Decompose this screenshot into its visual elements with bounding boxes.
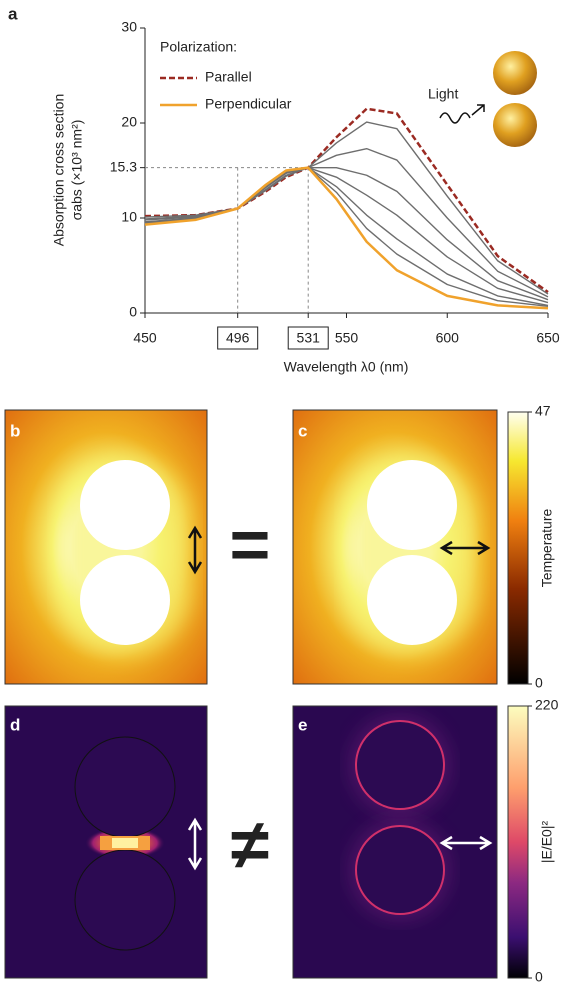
y-tick-label: 15.3 [110,158,137,174]
heatmap-e [292,705,498,979]
series-line [144,166,549,310]
colorbar-field [507,705,529,979]
x-tick-label: 531 [297,330,321,346]
heatmap-c [292,409,498,685]
tick-box [287,326,329,350]
series-line [144,121,549,295]
legend-label: Perpendicular [205,96,292,112]
series-line [144,166,549,304]
x-axis-label: Wavelength λ0 (nm) [284,359,409,375]
panel-label: d [10,715,20,734]
y-tick-label: 20 [121,114,137,130]
series-line [144,166,549,307]
x-tick-label: 550 [335,330,359,346]
heatmap-d [4,705,208,979]
y-tick-label: 30 [121,19,137,35]
colorbar-tick-label: 0 [535,675,543,691]
annotation: Light [428,86,458,102]
panel-label: b [10,421,20,440]
symbol: ≠ [231,805,269,883]
y-axis-label: Absorption cross section [51,94,67,247]
y-tick-label: 10 [121,209,137,225]
series-line [144,166,549,301]
y-tick-label: 0 [129,304,137,320]
x-tick-label: 450 [133,330,157,346]
panel-a-art [439,51,537,147]
x-tick-label: 650 [536,330,560,346]
panel-label: e [298,715,307,734]
legend-label: Parallel [205,69,252,85]
colorbar-label: Temperature [539,508,555,587]
colorbar-tick-label: 47 [535,403,551,419]
panel-label: c [298,421,307,440]
colorbar-tick-label: 0 [535,969,543,982]
colorbar-temperature [507,411,529,685]
heatmap-b [4,409,208,685]
colorbar-tick-label: 220 [535,697,559,713]
x-tick-label: 600 [436,330,460,346]
legend-title: Polarization: [160,39,237,55]
series-line [144,166,549,308]
panel-label: a [8,4,18,23]
colorbar-label: |E/E0|² [539,821,555,864]
x-tick-label: 496 [226,330,250,346]
y-axis-label: σabs (×10³ nm²) [69,120,85,221]
tick-box [217,326,259,350]
symbol: = [230,505,271,583]
